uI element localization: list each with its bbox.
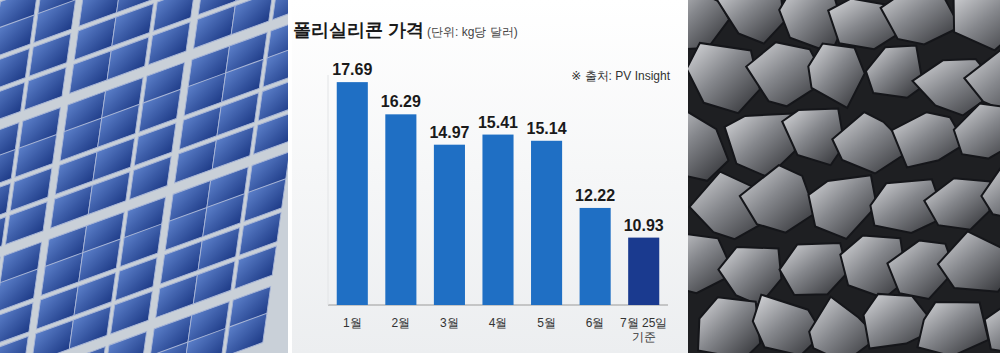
bar xyxy=(628,238,659,305)
bar xyxy=(434,145,465,305)
solar-cell xyxy=(51,185,93,228)
solar-cell xyxy=(111,291,153,334)
x-tick-label: 5월 xyxy=(537,316,556,330)
rock xyxy=(954,0,1000,50)
y-axis xyxy=(328,75,329,305)
bar xyxy=(531,141,562,305)
data-label: 17.69 xyxy=(332,61,372,78)
rock xyxy=(686,112,729,181)
solar-cell xyxy=(24,67,66,110)
data-label: 10.93 xyxy=(624,217,664,234)
solar-cell xyxy=(225,313,267,353)
rock xyxy=(809,175,877,239)
solar-cell xyxy=(70,51,112,94)
solar-cell xyxy=(130,157,172,200)
rock xyxy=(714,0,784,44)
rock xyxy=(740,165,816,233)
rock xyxy=(892,112,965,167)
solar-cell xyxy=(175,140,217,183)
silicon-photo xyxy=(686,0,1000,353)
rock xyxy=(881,0,960,45)
rock xyxy=(918,302,989,353)
solar-cell xyxy=(32,320,74,353)
solar-cell xyxy=(0,336,28,353)
solar-cell xyxy=(0,49,29,92)
solar-cell xyxy=(146,342,188,353)
rock xyxy=(866,46,923,98)
title: 폴리실리콘 가격 xyxy=(293,20,424,40)
bars xyxy=(337,82,660,305)
divider xyxy=(288,0,292,353)
panel-grid xyxy=(0,0,292,353)
data-label: 14.97 xyxy=(429,124,469,141)
x-tick-label: 1월 xyxy=(343,316,362,330)
rock xyxy=(687,43,760,113)
x-tick-label: 7월 25일기준 xyxy=(620,316,667,344)
rock xyxy=(808,44,864,108)
rock xyxy=(924,178,990,229)
solar-cell xyxy=(231,0,273,35)
subtitle: (단위: kg당 달러) xyxy=(427,25,518,39)
solar-cell xyxy=(263,44,292,87)
data-label: 16.29 xyxy=(381,93,421,110)
solar-cell xyxy=(194,6,236,49)
bar xyxy=(337,82,368,305)
bar xyxy=(482,135,513,305)
rock xyxy=(954,104,1000,159)
sky xyxy=(0,0,292,353)
x-tick-label: 4월 xyxy=(489,316,508,330)
rock xyxy=(938,231,1000,291)
data-label: 15.41 xyxy=(478,114,518,131)
rock xyxy=(981,165,1000,220)
canvas: 폴리실리콘 가격(단위: kg당 달러) ※ 출처: PV Insight 17.6… xyxy=(0,0,1000,353)
solar-cell xyxy=(148,22,190,65)
solar-cell xyxy=(184,328,226,353)
solar-cell xyxy=(105,332,147,353)
bar xyxy=(580,208,611,305)
bar xyxy=(385,114,416,305)
solar-cell xyxy=(0,217,6,260)
solar-cell xyxy=(107,37,149,80)
data-label: 15.14 xyxy=(527,120,567,137)
solar-cell xyxy=(64,347,106,353)
solar-cell xyxy=(235,246,277,289)
solar-cell xyxy=(193,261,235,304)
solar-cell xyxy=(88,172,130,215)
rock xyxy=(698,297,760,353)
rock xyxy=(985,301,1000,353)
chart-panel xyxy=(292,0,688,353)
source-note: ※ 출처: PV Insight xyxy=(571,69,670,83)
solar-cell xyxy=(212,127,254,170)
solar-cell xyxy=(5,202,47,245)
tick-line: 7월 25일 xyxy=(620,316,667,330)
solar-cell xyxy=(0,82,25,125)
solar-cell xyxy=(254,111,292,154)
x-tick-label: 6월 xyxy=(586,316,605,330)
x-tick-label: 3월 xyxy=(440,316,459,330)
tick-line: 기준 xyxy=(632,330,656,344)
solar-cell xyxy=(69,306,111,349)
rock xyxy=(718,247,781,305)
solar-photo xyxy=(0,0,292,353)
x-tick-label: 2월 xyxy=(392,316,411,330)
data-label: 12.22 xyxy=(575,187,615,204)
solar-cell xyxy=(156,275,198,318)
rock xyxy=(780,243,848,295)
